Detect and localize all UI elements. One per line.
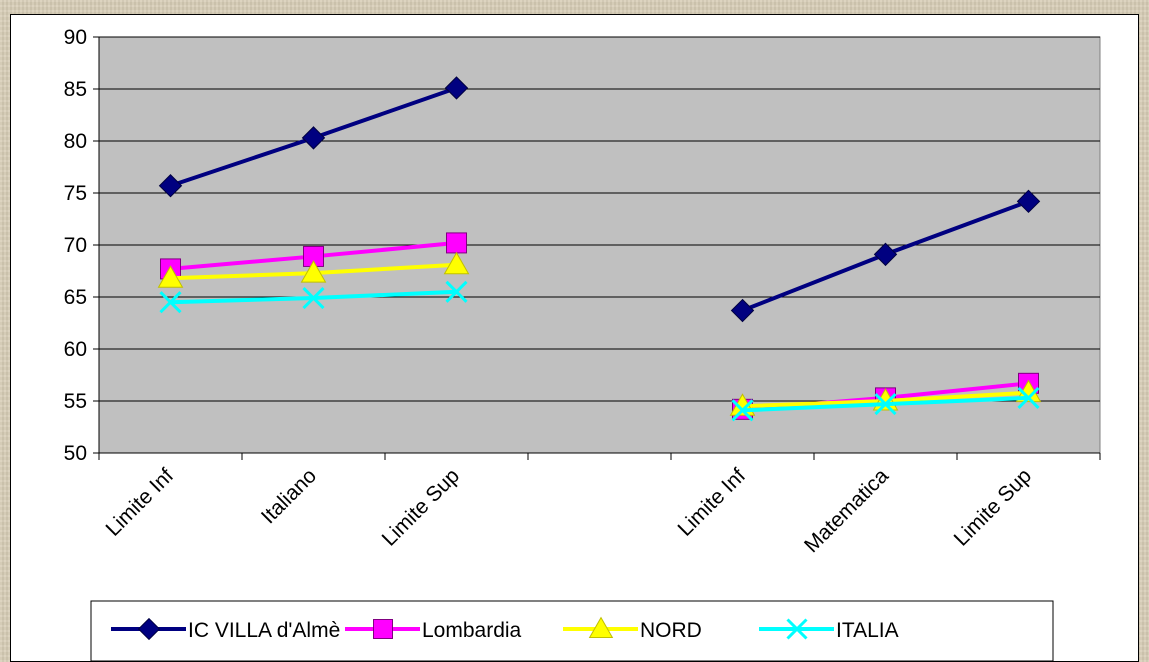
x-tick-label-6: Limite Sup — [950, 464, 1036, 550]
x-tick-label-0: Limite Inf — [102, 464, 179, 541]
legend-swatch-marker-0 — [137, 617, 161, 641]
series-2-point-1 — [300, 260, 327, 283]
legend-label-1: Lombardia — [422, 619, 522, 642]
y-tick-label-50: 50 — [64, 442, 87, 465]
x-tick-label-5: Matematica — [800, 464, 893, 557]
y-tick-label-90: 90 — [64, 26, 87, 49]
legend-entry-1: Lombardia — [345, 619, 522, 642]
legend-entry-0: IC VILLA d'Almè — [111, 617, 340, 642]
x-tick-label-2: Limite Sup — [378, 464, 464, 550]
series-0-point-1 — [301, 126, 326, 150]
y-tick-label-55: 55 — [64, 390, 87, 413]
series-3-point-1 — [302, 286, 325, 310]
series-3-point-0 — [159, 291, 182, 314]
series-3-point-5 — [874, 393, 897, 416]
legend: IC VILLA d'Almè Lombardia NORD ITALIA — [90, 600, 1054, 661]
series-3 — [159, 280, 1040, 422]
y-tick-label-70: 70 — [64, 234, 87, 257]
y-tick-label-85: 85 — [64, 78, 87, 101]
x-tick-label-1: Italiano — [257, 464, 321, 528]
series-3-point-2 — [445, 280, 468, 303]
chart-frame: 50 55 60 65 70 75 80 85 90 Limite Inf Italiano Limi… — [10, 14, 1139, 662]
series-3-point-0-b — [159, 291, 182, 314]
series-0-point-5 — [873, 242, 898, 267]
series-0-point-2 — [444, 76, 469, 100]
series-3-point-6-b — [1017, 386, 1040, 409]
series-2-point-0 — [157, 265, 184, 288]
series-1-point-2 — [446, 232, 467, 254]
y-tick-label-80: 80 — [64, 130, 87, 153]
series-0-point-4 — [730, 298, 755, 323]
series-3-point-4-b — [731, 399, 754, 422]
series-0-point-6 — [1016, 189, 1041, 214]
y-tick-label-60: 60 — [64, 338, 87, 361]
legend-label-0: IC VILLA d'Almè — [188, 619, 340, 642]
y-tick-label-65: 65 — [64, 286, 87, 309]
series-3-point-5-b — [874, 393, 897, 416]
legend-entry-3: ITALIA — [759, 618, 899, 642]
y-tick-label-75: 75 — [64, 182, 87, 205]
series-3-point-2-b — [445, 280, 468, 303]
series-3-point-4 — [731, 399, 754, 422]
series-3-point-6 — [1017, 386, 1040, 409]
legend-swatch-marker-3 — [786, 618, 808, 640]
legend-label-2: NORD — [640, 619, 702, 642]
line-chart: 50 55 60 65 70 75 80 85 90 Limite Inf Italiano Limi… — [64, 26, 1101, 661]
x-tick-label-4: Limite Inf — [674, 464, 751, 541]
legend-entry-2: NORD — [563, 616, 702, 642]
series-2-point-2 — [443, 251, 470, 275]
legend-swatch-marker-3-b — [786, 618, 808, 640]
legend-swatch-marker-1 — [373, 619, 393, 639]
legend-label-3: ITALIA — [836, 619, 899, 642]
legend-swatch-marker-2 — [588, 616, 614, 639]
series-0 — [158, 76, 1041, 323]
series-0-point-0 — [158, 174, 183, 198]
series-3-point-1-b — [302, 286, 325, 310]
